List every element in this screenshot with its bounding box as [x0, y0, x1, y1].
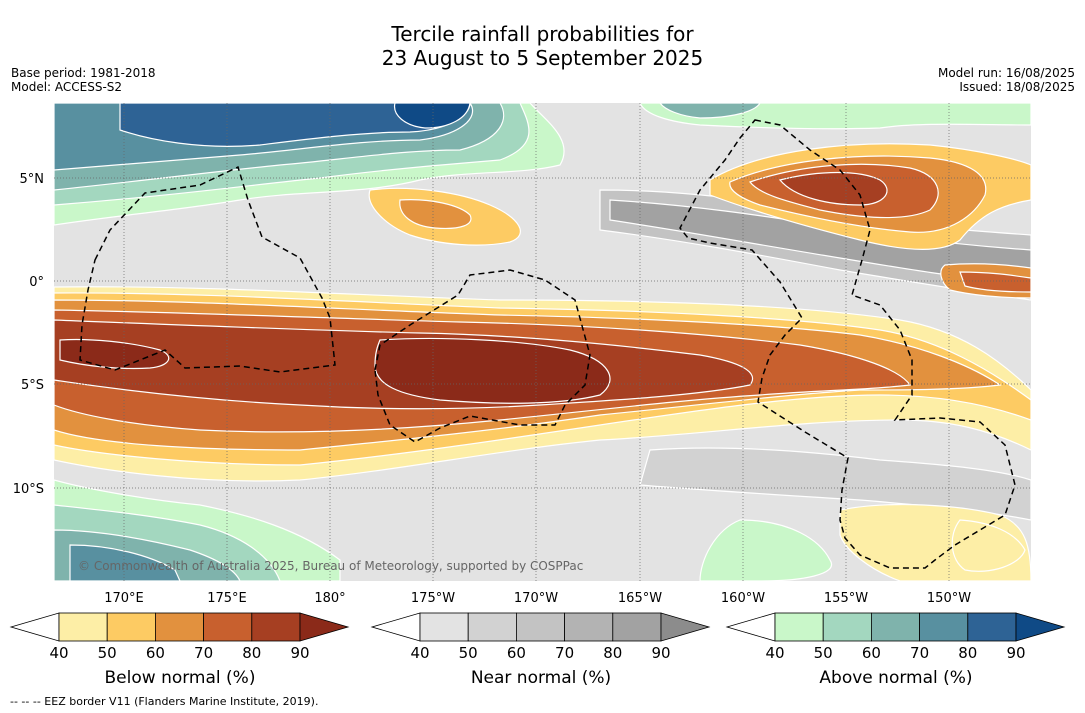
- lon-label: 150°W: [927, 591, 971, 606]
- issued-date: Issued: 18/08/2025: [959, 80, 1075, 94]
- gridlines: [54, 103, 1031, 581]
- colorbar-tick-label: 40: [49, 644, 68, 662]
- meta-left: Base period: 1981-2018 Model: ACCESS-S2: [11, 66, 156, 94]
- lat-label: 10°S: [13, 482, 44, 497]
- below-region-main-band-6: [374, 337, 611, 404]
- colorbar-label-above: Above normal (%): [819, 668, 973, 688]
- colorbar-tick-label: 40: [410, 644, 429, 662]
- colorbar-tick-label: 50: [814, 644, 833, 662]
- base-period: Base period: 1981-2018: [11, 66, 156, 80]
- colorbar-extend-low: [370, 612, 421, 642]
- lat-label: 0°: [29, 275, 44, 290]
- colorbar-segment: [154, 612, 204, 642]
- lon-label: 160°W: [721, 591, 765, 606]
- eez-border-kiribati-west: [79, 165, 336, 373]
- lat-label: 5°N: [20, 172, 45, 187]
- colorbar-tick-label: 40: [765, 644, 784, 662]
- colorbar-segment: [774, 612, 824, 642]
- map-title: Tercile rainfall probabilities for 23 Au…: [0, 22, 1085, 70]
- colorbar-segment: [919, 612, 969, 642]
- colorbar-segment: [967, 612, 1017, 642]
- colorbar-segment: [58, 612, 108, 642]
- lon-label: 175°W: [411, 591, 455, 606]
- colorbar-tick-label: 70: [910, 644, 929, 662]
- colorbar-tick-label: 50: [459, 644, 478, 662]
- title-line-2: 23 August to 5 September 2025: [381, 46, 704, 70]
- above-region-sw-4: [69, 544, 181, 581]
- longitude-labels: 170°E 175°E 180° 175°W 170°W 165°W 160°W 155°W 1…: [104, 591, 971, 606]
- lon-label: 170°W: [514, 591, 558, 606]
- model-name: Model: ACCESS-S2: [11, 80, 123, 94]
- colorbar-tick-label: 60: [507, 644, 526, 662]
- lon-label: 175°E: [207, 591, 247, 606]
- colorbar-extend-high: [660, 612, 711, 642]
- lon-label: 155°W: [824, 591, 868, 606]
- colorbar-segment: [822, 612, 872, 642]
- lon-label: 165°W: [618, 591, 662, 606]
- colorbars: 40 50 60 70 80 90 40 50 60 70 80 90 40 50 60 70 80 90: [9, 612, 1066, 662]
- colorbar-segment: [564, 612, 614, 642]
- eez-legend-footer: -- -- -- EEZ border V11 (Flanders Marine…: [10, 695, 319, 708]
- colorbar-tick-label: 80: [958, 644, 977, 662]
- above-region-ne-2: [659, 103, 761, 119]
- colorbar-below: 40 50 60 70 80 90: [9, 612, 350, 662]
- near-region-north-band-2: [609, 199, 1031, 286]
- colorbar-segment: [203, 612, 253, 642]
- rainfall-map: © Commonwealth of Australia 2025, Bureau…: [54, 103, 1031, 581]
- colorbar-segment: [516, 612, 566, 642]
- colorbar-segment: [871, 612, 921, 642]
- colorbar-tick-label: 80: [603, 644, 622, 662]
- colorbar-tick-label: 70: [555, 644, 574, 662]
- colorbar-tick-label: 90: [651, 644, 670, 662]
- colorbar-tick-label: 70: [194, 644, 213, 662]
- below-region-west-core: [59, 338, 170, 370]
- colorbar-segment: [251, 612, 301, 642]
- colorbar-segment: [467, 612, 517, 642]
- eez-borders: [79, 119, 1016, 569]
- colorbar-extend-high: [299, 612, 350, 642]
- colorbar-extend-high: [1015, 612, 1066, 642]
- below-region-north-central-2: [399, 199, 472, 230]
- near-region-southeast: [639, 447, 1031, 521]
- copyright-notice: © Commonwealth of Australia 2025, Bureau…: [78, 559, 583, 573]
- colorbar-segment: [106, 612, 156, 642]
- colorbar-extend-low: [725, 612, 776, 642]
- colorbar-above: 40 50 60 70 80 90: [725, 612, 1066, 662]
- lon-label: 180°: [314, 591, 345, 606]
- colorbar-segment: [612, 612, 662, 642]
- colorbar-segment: [419, 612, 469, 642]
- above-region-se: [699, 519, 833, 581]
- eez-border-kiribati-central: [679, 119, 1016, 569]
- colorbar-tick-label: 60: [862, 644, 881, 662]
- below-region-southeast-2: [951, 519, 1026, 572]
- colorbar-tick-label: 60: [146, 644, 165, 662]
- lat-label: 5°S: [21, 378, 44, 393]
- eez-border-tuvalu: [374, 269, 591, 443]
- below-region-east-edge-2: [959, 271, 1031, 293]
- colorbar-label-near: Near normal (%): [470, 668, 612, 688]
- colorbar-tick-label: 90: [1006, 644, 1025, 662]
- meta-right: Model run: 16/08/2025 Issued: 18/08/2025: [938, 66, 1075, 94]
- colorbar-extend-low: [9, 612, 60, 642]
- colorbar-tick-label: 50: [98, 644, 117, 662]
- model-run: Model run: 16/08/2025: [937, 66, 1075, 80]
- latitude-labels: 5°N 0° 5°S 10°S: [13, 172, 44, 497]
- colorbar-near: 40 50 60 70 80 90: [370, 612, 711, 662]
- colorbar-tick-label: 90: [290, 644, 309, 662]
- title-line-1: Tercile rainfall probabilities for: [391, 22, 694, 46]
- colorbar-tick-label: 80: [242, 644, 261, 662]
- colorbar-label-below: Below normal (%): [104, 668, 256, 688]
- above-region-nw-6: [394, 103, 471, 129]
- lon-label: 170°E: [104, 591, 144, 606]
